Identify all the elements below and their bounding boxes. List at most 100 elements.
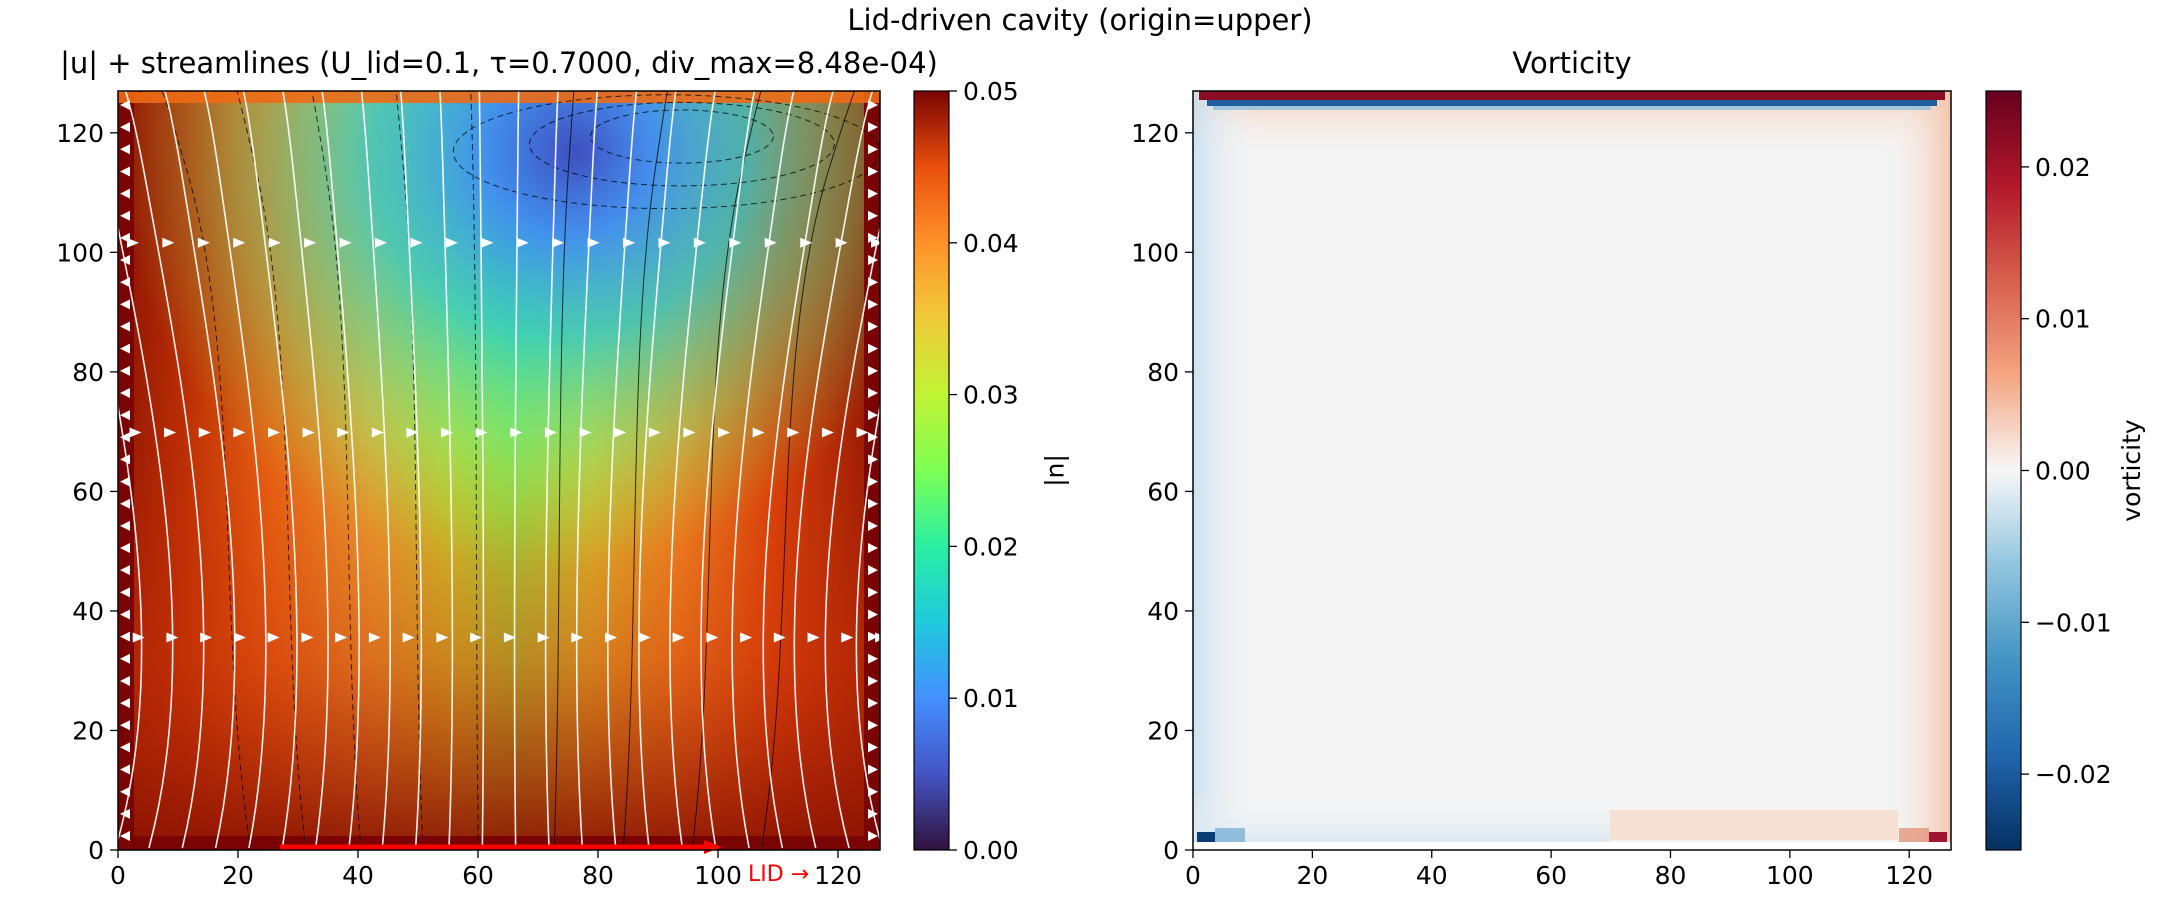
streamline-arrow <box>672 632 685 643</box>
streamline-arrow <box>120 520 130 531</box>
streamline-arrow <box>868 698 878 709</box>
streamline-arrow <box>614 427 627 438</box>
streamline-arrow <box>868 144 878 155</box>
vorticity-bottom-wall <box>1193 842 1951 850</box>
stream-contour <box>468 91 479 850</box>
speed-colorbar-tick-label: 0.05 <box>963 77 1019 106</box>
streamline-arrow <box>120 432 130 443</box>
stream-contour <box>589 109 774 164</box>
figure-suptitle: Lid-driven cavity (origin=upper) <box>847 3 1312 37</box>
streamline-arrow <box>868 277 878 288</box>
vorticity-corner-bottom-left-fade <box>1215 828 1245 842</box>
streamline-arrow <box>120 498 130 509</box>
vorticity-y-tick-label: 0 <box>1163 836 1179 865</box>
streamline-arrow <box>856 427 869 438</box>
streamline-arrow <box>868 232 878 243</box>
streamline-arrow <box>162 237 175 248</box>
streamline-arrow <box>164 427 177 438</box>
streamline-arrow <box>132 632 145 643</box>
vorticity-y-tick-label: 100 <box>1131 238 1179 267</box>
streamline-arrow <box>120 565 130 576</box>
streamline <box>252 91 329 849</box>
streamline-arrow <box>868 454 878 465</box>
vorticity-field <box>1193 91 1951 850</box>
vorticity-y-tick-label: 40 <box>1147 597 1179 626</box>
streamline-arrow <box>120 387 130 398</box>
speed-colorbar-label: |u| <box>1044 454 1073 487</box>
vorticity-x-tick-label: 40 <box>1416 861 1448 890</box>
streamline-arrow <box>120 698 130 709</box>
streamline <box>824 223 880 849</box>
streamline-arrow <box>335 632 348 643</box>
streamline-arrow <box>752 427 765 438</box>
stream-contour <box>388 91 424 850</box>
vorticity-field-left-shade <box>1193 91 1263 850</box>
streamline-arrow <box>871 237 880 248</box>
streamline-arrow <box>868 498 878 509</box>
vorticity-colorbar-tick-label: 0.00 <box>2035 457 2091 486</box>
vorticity-corner-bottom-right-fade <box>1899 828 1929 842</box>
streamline-arrow <box>129 427 142 438</box>
streamline-arrow <box>868 476 878 487</box>
streamline-arrow <box>120 343 130 354</box>
streamline-arrow <box>693 237 706 248</box>
vorticity-x-tick-label: 80 <box>1655 861 1687 890</box>
speed-colorbar-ticks: 0.00 0.01 0.02 0.03 0.04 0.05 <box>949 77 1019 865</box>
vorticity-x-tick-label: 20 <box>1296 861 1328 890</box>
streamline <box>118 91 236 849</box>
vorticity-colorbar-tick-label: −0.02 <box>2035 760 2112 789</box>
stream-contour <box>622 91 680 850</box>
streamline-arrow <box>301 632 314 643</box>
streamline <box>297 91 360 849</box>
streamline-arrow <box>368 632 381 643</box>
streamline-arrow <box>544 427 557 438</box>
streamline-arrow <box>406 427 419 438</box>
streamline-arrow <box>868 432 878 443</box>
vorticity-colorbar-ticks: −0.02 −0.01 0.00 0.01 0.02 <box>2021 153 2112 789</box>
streamline-arrow <box>868 742 878 753</box>
stream-contour <box>760 91 880 850</box>
speed-panel: |u| + streamlines (U_lid=0.1, τ=0.7000, … <box>56 46 938 890</box>
streamline-arrow <box>638 632 651 643</box>
streamline-arrow <box>841 632 854 643</box>
speed-colorbar: 0.00 0.01 0.02 0.03 0.04 0.05 |u| <box>913 77 1073 865</box>
streamline-arrow <box>605 632 618 643</box>
streamline-arrow <box>120 277 130 288</box>
streamline-arrow <box>821 427 834 438</box>
speed-colorbar-tick-label: 0.03 <box>963 381 1019 410</box>
vorticity-bottom-right-band <box>1609 810 1898 840</box>
streamline-arrow <box>868 210 878 221</box>
streamline-arrow <box>120 255 130 266</box>
streamline-arrow <box>120 764 130 775</box>
vorticity-panel-title: Vorticity <box>1512 46 1631 80</box>
speed-field <box>118 91 880 850</box>
streamline-arrow <box>868 387 878 398</box>
streamline-arrow <box>868 675 878 686</box>
streamline <box>513 91 523 849</box>
streamline-arrow <box>868 365 878 376</box>
streamline-arrow <box>120 188 130 199</box>
streamline-arrow <box>868 166 878 177</box>
streamline-arrow <box>683 427 696 438</box>
streamline-arrow <box>503 632 516 643</box>
vorticity-field-right-shade <box>1881 91 1951 850</box>
speed-field-top-band <box>118 91 880 103</box>
speed-field-left-wall <box>118 91 134 850</box>
streamline-arrow <box>339 237 352 248</box>
streamline-arrow <box>800 237 813 248</box>
streamline-arrow <box>197 237 210 248</box>
streamline-arrow <box>868 299 878 310</box>
streamline-arrow <box>267 427 280 438</box>
vorticity-colorbar-tick-label: 0.01 <box>2035 305 2091 334</box>
streamline-arrow <box>475 427 488 438</box>
streamline-arrow <box>740 632 753 643</box>
streamline <box>475 91 485 849</box>
stream-contour <box>452 94 880 210</box>
speed-colorbar-tick-label: 0.02 <box>963 532 1019 561</box>
streamline-arrow <box>587 237 600 248</box>
streamline-arrow <box>875 632 880 643</box>
streamline <box>118 223 174 849</box>
streamline-arrow <box>445 237 458 248</box>
speed-panel-frame <box>117 90 881 851</box>
